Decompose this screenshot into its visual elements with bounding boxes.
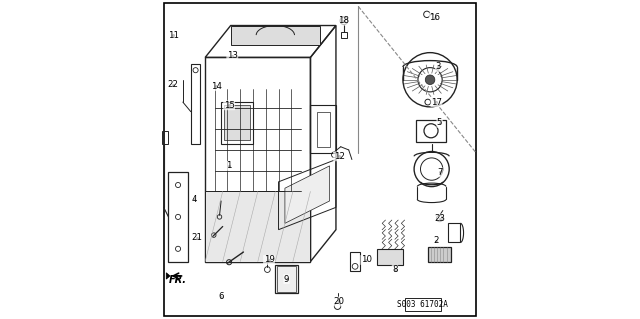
Text: 3: 3 (435, 63, 441, 71)
Bar (168, 172, 188, 262)
Bar (428, 247, 451, 262)
Text: 22: 22 (168, 80, 179, 89)
Text: 19: 19 (264, 256, 275, 264)
Bar (317, 112, 330, 147)
Text: 21: 21 (192, 233, 203, 242)
Polygon shape (230, 26, 320, 45)
Bar (162, 131, 168, 144)
Bar (275, 265, 298, 293)
Text: 23: 23 (434, 214, 445, 223)
Text: 13: 13 (227, 51, 238, 60)
Polygon shape (285, 166, 330, 223)
Text: 4: 4 (191, 195, 196, 204)
Circle shape (425, 75, 435, 85)
Text: 11: 11 (168, 31, 179, 40)
Bar (404, 298, 441, 311)
Bar (221, 102, 253, 144)
Polygon shape (378, 249, 403, 265)
Text: 14: 14 (211, 82, 222, 91)
Text: 1: 1 (227, 161, 232, 170)
Text: 5: 5 (437, 118, 442, 127)
Bar (310, 105, 336, 153)
Text: 6: 6 (218, 292, 224, 301)
Text: S003 61702A: S003 61702A (397, 300, 447, 309)
Bar (277, 266, 296, 292)
Text: 20: 20 (333, 297, 344, 306)
Text: 12: 12 (333, 152, 344, 161)
Polygon shape (166, 273, 170, 279)
Text: 18: 18 (339, 16, 349, 25)
Text: 17: 17 (431, 98, 442, 107)
Polygon shape (205, 191, 310, 262)
Text: 9: 9 (284, 275, 289, 284)
Text: 2: 2 (434, 236, 439, 245)
Bar (224, 105, 250, 140)
Text: 8: 8 (392, 265, 397, 274)
Text: 15: 15 (223, 101, 235, 110)
Text: 7: 7 (437, 168, 442, 177)
Text: 10: 10 (361, 256, 372, 264)
Text: FR.: FR. (169, 275, 187, 285)
Text: 16: 16 (429, 13, 440, 22)
